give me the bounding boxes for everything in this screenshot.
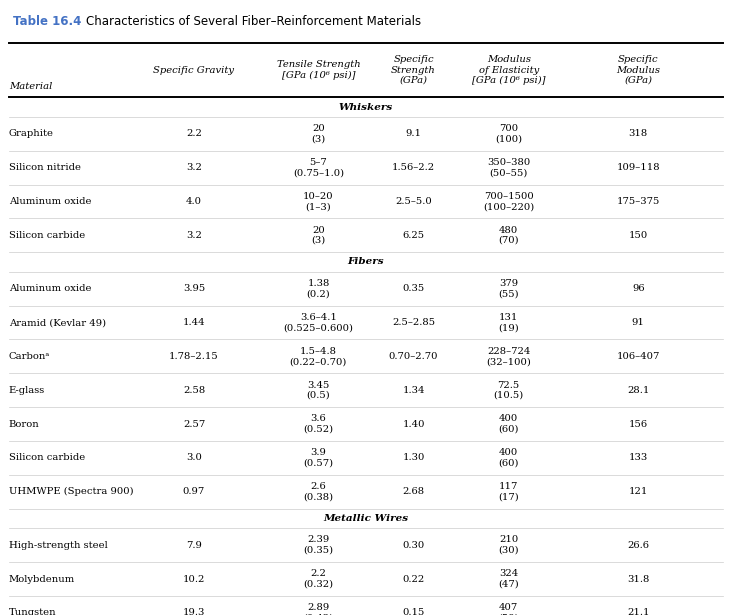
Text: 350–380
(50–55): 350–380 (50–55) bbox=[487, 158, 531, 177]
Text: Aluminum oxide: Aluminum oxide bbox=[9, 284, 92, 293]
Text: Aramid (Kevlar 49): Aramid (Kevlar 49) bbox=[9, 318, 106, 327]
Text: 400
(60): 400 (60) bbox=[498, 415, 519, 434]
Text: 2.6
(0.38): 2.6 (0.38) bbox=[303, 482, 334, 501]
Text: 0.97: 0.97 bbox=[183, 487, 205, 496]
Text: 10–20
(1–3): 10–20 (1–3) bbox=[303, 192, 334, 211]
Text: Modulus
of Elasticity
[GPa (10⁶ psi)]: Modulus of Elasticity [GPa (10⁶ psi)] bbox=[472, 55, 545, 85]
Text: E-glass: E-glass bbox=[9, 386, 45, 395]
Text: 480
(70): 480 (70) bbox=[498, 226, 519, 245]
Text: 3.9
(0.57): 3.9 (0.57) bbox=[303, 448, 334, 467]
Text: 1.30: 1.30 bbox=[403, 453, 425, 462]
Text: Fibers: Fibers bbox=[348, 258, 384, 266]
Text: 72.5
(10.5): 72.5 (10.5) bbox=[493, 381, 524, 400]
Text: 21.1: 21.1 bbox=[627, 608, 649, 615]
Text: Specific
Modulus
(GPa): Specific Modulus (GPa) bbox=[616, 55, 660, 85]
Text: 2.68: 2.68 bbox=[403, 487, 425, 496]
Text: 379
(55): 379 (55) bbox=[498, 279, 519, 298]
Text: Specific Gravity: Specific Gravity bbox=[154, 66, 234, 74]
Text: 9.1: 9.1 bbox=[406, 129, 422, 138]
Text: 26.6: 26.6 bbox=[627, 541, 649, 550]
Text: 2.5–5.0: 2.5–5.0 bbox=[395, 197, 432, 206]
Text: 175–375: 175–375 bbox=[616, 197, 660, 206]
Text: 1.38
(0.2): 1.38 (0.2) bbox=[307, 279, 330, 298]
Text: 0.70–2.70: 0.70–2.70 bbox=[389, 352, 438, 361]
Text: 1.78–2.15: 1.78–2.15 bbox=[169, 352, 219, 361]
Text: 109–118: 109–118 bbox=[616, 163, 660, 172]
Text: Silicon carbide: Silicon carbide bbox=[9, 231, 85, 240]
Text: 1.34: 1.34 bbox=[403, 386, 425, 395]
Text: Silicon nitride: Silicon nitride bbox=[9, 163, 81, 172]
Text: 1.40: 1.40 bbox=[403, 419, 425, 429]
Text: 3.0: 3.0 bbox=[186, 453, 202, 462]
Text: 700
(100): 700 (100) bbox=[495, 124, 523, 143]
Text: Graphite: Graphite bbox=[9, 129, 53, 138]
Text: 133: 133 bbox=[629, 453, 648, 462]
Text: 210
(30): 210 (30) bbox=[498, 536, 519, 555]
Text: High-strength steel: High-strength steel bbox=[9, 541, 108, 550]
Text: Silicon carbide: Silicon carbide bbox=[9, 453, 85, 462]
Text: Characteristics of Several Fiber–Reinforcement Materials: Characteristics of Several Fiber–Reinfor… bbox=[86, 15, 422, 28]
Text: 7.9: 7.9 bbox=[186, 541, 202, 550]
Text: 407
(59): 407 (59) bbox=[498, 603, 519, 615]
Text: 400
(60): 400 (60) bbox=[498, 448, 519, 467]
Text: Aluminum oxide: Aluminum oxide bbox=[9, 197, 92, 206]
Text: 2.57: 2.57 bbox=[183, 419, 205, 429]
Text: Material: Material bbox=[9, 82, 52, 91]
Text: 1.5–4.8
(0.22–0.70): 1.5–4.8 (0.22–0.70) bbox=[290, 347, 347, 366]
Text: 3.6
(0.52): 3.6 (0.52) bbox=[303, 415, 334, 434]
Text: 121: 121 bbox=[629, 487, 648, 496]
Text: 1.56–2.2: 1.56–2.2 bbox=[392, 163, 435, 172]
Text: 0.15: 0.15 bbox=[403, 608, 425, 615]
Text: 324
(47): 324 (47) bbox=[498, 569, 519, 589]
Text: 1.44: 1.44 bbox=[183, 318, 205, 327]
Text: 318: 318 bbox=[629, 129, 648, 138]
Text: 3.95: 3.95 bbox=[183, 284, 205, 293]
Text: 2.58: 2.58 bbox=[183, 386, 205, 395]
Text: 31.8: 31.8 bbox=[627, 574, 649, 584]
Text: Tungsten: Tungsten bbox=[9, 608, 56, 615]
Text: Boron: Boron bbox=[9, 419, 40, 429]
Text: 2.2: 2.2 bbox=[186, 129, 202, 138]
Text: 150: 150 bbox=[629, 231, 648, 240]
Text: 156: 156 bbox=[629, 419, 648, 429]
Text: 3.2: 3.2 bbox=[186, 231, 202, 240]
Text: 19.3: 19.3 bbox=[183, 608, 205, 615]
Text: 700–1500
(100–220): 700–1500 (100–220) bbox=[483, 192, 534, 211]
Text: 10.2: 10.2 bbox=[183, 574, 205, 584]
Text: 28.1: 28.1 bbox=[627, 386, 649, 395]
Text: Molybdenum: Molybdenum bbox=[9, 574, 75, 584]
Text: 5–7
(0.75–1.0): 5–7 (0.75–1.0) bbox=[293, 158, 344, 177]
Text: 2.5–2.85: 2.5–2.85 bbox=[392, 318, 435, 327]
Text: 0.30: 0.30 bbox=[403, 541, 425, 550]
Text: 2.39
(0.35): 2.39 (0.35) bbox=[303, 536, 334, 555]
Text: Tensile Strength
[GPa (10⁶ psi)]: Tensile Strength [GPa (10⁶ psi)] bbox=[277, 60, 360, 80]
Text: 106–407: 106–407 bbox=[616, 352, 660, 361]
Text: 2.2
(0.32): 2.2 (0.32) bbox=[303, 569, 334, 589]
Text: Whiskers: Whiskers bbox=[339, 103, 393, 111]
Text: 96: 96 bbox=[632, 284, 645, 293]
Text: 3.45
(0.5): 3.45 (0.5) bbox=[307, 381, 330, 400]
Text: 228–724
(32–100): 228–724 (32–100) bbox=[486, 347, 531, 366]
Text: 3.6–4.1
(0.525–0.600): 3.6–4.1 (0.525–0.600) bbox=[283, 313, 354, 332]
Text: 4.0: 4.0 bbox=[186, 197, 202, 206]
Text: 20
(3): 20 (3) bbox=[311, 124, 326, 143]
Text: 0.35: 0.35 bbox=[403, 284, 425, 293]
Text: Metallic Wires: Metallic Wires bbox=[324, 514, 408, 523]
Text: 131
(19): 131 (19) bbox=[498, 313, 519, 332]
Text: Carbonᵃ: Carbonᵃ bbox=[9, 352, 50, 361]
Text: 117
(17): 117 (17) bbox=[498, 482, 519, 501]
Text: 91: 91 bbox=[632, 318, 645, 327]
Text: UHMWPE (Spectra 900): UHMWPE (Spectra 900) bbox=[9, 487, 133, 496]
Text: 3.2: 3.2 bbox=[186, 163, 202, 172]
Text: Table 16.4: Table 16.4 bbox=[13, 15, 81, 28]
Text: 6.25: 6.25 bbox=[403, 231, 425, 240]
Text: 0.22: 0.22 bbox=[403, 574, 425, 584]
Text: 20
(3): 20 (3) bbox=[311, 226, 326, 245]
Text: Specific
Strength
(GPa): Specific Strength (GPa) bbox=[391, 55, 436, 85]
Text: 2.89
(0.42): 2.89 (0.42) bbox=[303, 603, 334, 615]
